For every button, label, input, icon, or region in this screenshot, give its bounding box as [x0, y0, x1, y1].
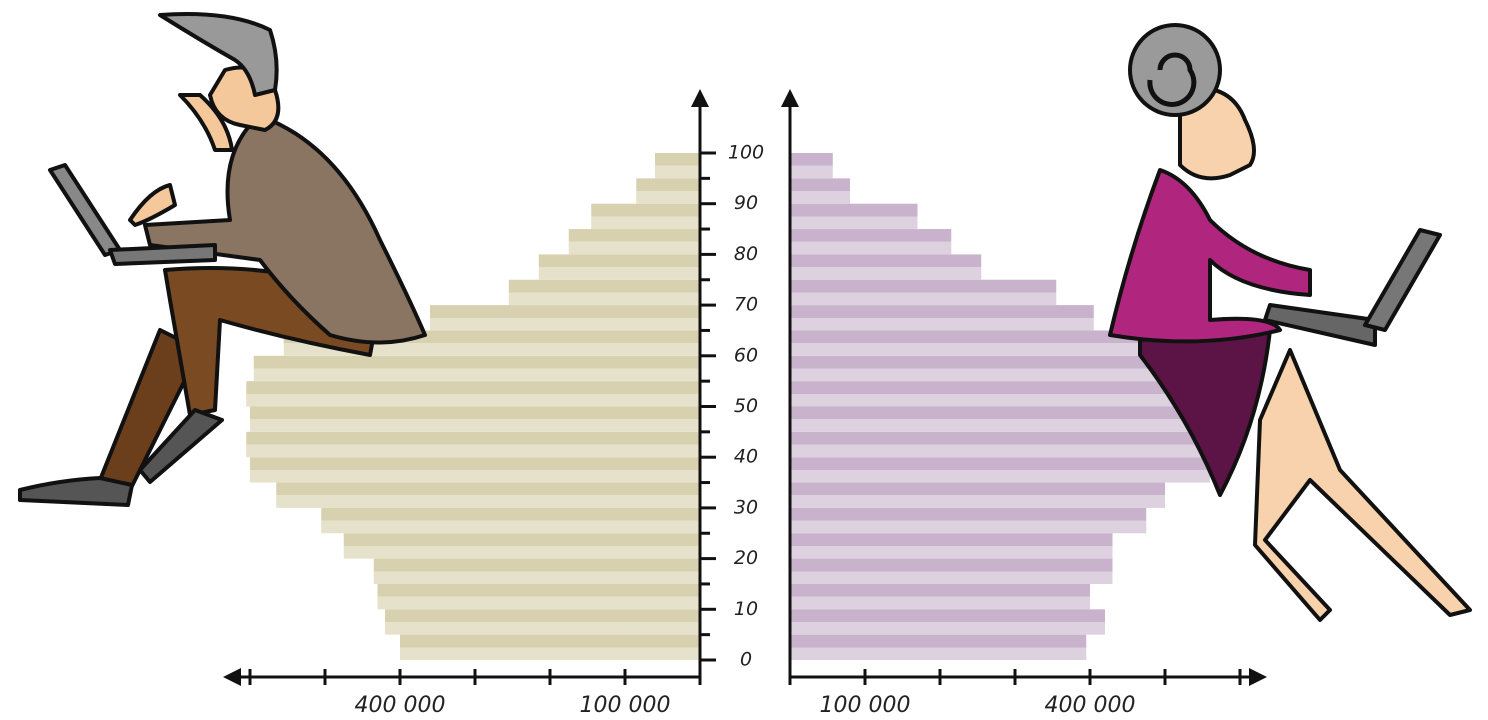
- bar: [790, 381, 1210, 406]
- y-tick-label: 90: [734, 192, 758, 214]
- bar: [276, 483, 700, 508]
- bar: [378, 584, 701, 609]
- bar: [385, 609, 700, 634]
- bar: [790, 305, 1094, 330]
- bar: [790, 153, 833, 178]
- bar: [790, 457, 1210, 482]
- y-tick-label: 40: [734, 446, 758, 468]
- y-tick-label: 70: [734, 294, 758, 316]
- bar: [790, 483, 1165, 508]
- y-tick-label: 30: [734, 496, 758, 518]
- bar: [344, 533, 700, 558]
- y-tick-label: 10: [734, 598, 758, 620]
- bar: [539, 254, 700, 279]
- bar: [790, 432, 1214, 457]
- woman-illustration: [1110, 25, 1470, 620]
- bar: [790, 178, 850, 203]
- bar: [246, 381, 700, 406]
- y-tick-label: 100: [728, 142, 764, 164]
- y-tick-label: 60: [734, 344, 758, 366]
- bar: [246, 432, 700, 457]
- bar: [400, 635, 700, 660]
- bar: [790, 508, 1146, 533]
- bar: [790, 559, 1113, 584]
- bar: [790, 330, 1143, 355]
- x-tick-label: 400 000: [1045, 693, 1136, 718]
- bar: [250, 407, 700, 432]
- y-tick-label: 50: [734, 395, 758, 417]
- bar: [790, 204, 918, 229]
- bar: [254, 356, 700, 381]
- bar: [655, 153, 700, 178]
- bar: [636, 178, 700, 203]
- bar: [790, 635, 1086, 660]
- bar: [790, 533, 1113, 558]
- chart: 100 000 400 000 100 000 400 000 0 10 20 30 40 50 6…: [0, 0, 1488, 720]
- bar: [790, 407, 1214, 432]
- bar: [790, 254, 981, 279]
- bar: [509, 280, 700, 305]
- x-tick-label: 400 000: [355, 693, 446, 718]
- x-tick-label: 100 000: [820, 693, 911, 718]
- bar: [591, 204, 700, 229]
- y-tick-label: 20: [734, 547, 758, 569]
- bar: [569, 229, 700, 254]
- bar: [790, 280, 1056, 305]
- bar: [321, 508, 700, 533]
- y-tick-label: 80: [734, 243, 758, 265]
- x-tick-label: 100 000: [580, 693, 671, 718]
- bars: [246, 153, 1214, 660]
- bar: [790, 356, 1184, 381]
- bar: [250, 457, 700, 482]
- y-tick-label: 0: [740, 649, 752, 671]
- bar: [790, 609, 1105, 634]
- bar: [790, 229, 951, 254]
- bar: [790, 584, 1090, 609]
- bar: [374, 559, 700, 584]
- bar: [430, 305, 700, 330]
